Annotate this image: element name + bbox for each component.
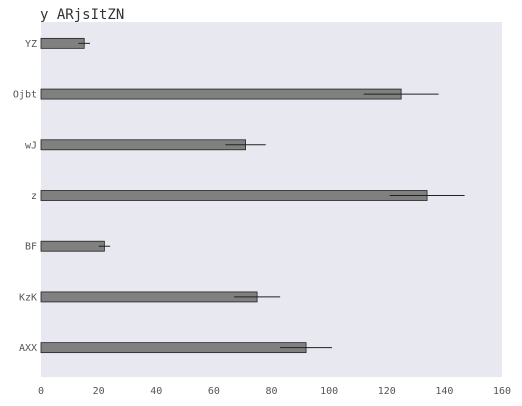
bar-BF (40, 240, 105, 252)
y-tick-label: KzK (19, 292, 37, 303)
x-tick-label: 40 (150, 386, 162, 397)
x-tick-label: 140 (435, 386, 453, 397)
x-tick-labels: 0 20 40 60 80 100 120 140 160 (38, 386, 511, 397)
bar-wJ (40, 139, 246, 151)
y-tick-label: wJ (25, 140, 37, 151)
bar-KzK (40, 291, 258, 303)
y-tick-label: BF (25, 242, 37, 253)
bar-AXX (40, 342, 307, 354)
x-tick-label: 100 (320, 386, 338, 397)
x-tick-label: 0 (38, 386, 44, 397)
x-tick-label: 120 (378, 386, 396, 397)
x-tick-label: 20 (93, 386, 105, 397)
bar-Ojbt (40, 88, 402, 100)
y-tick-label: YZ (25, 39, 37, 50)
errorbars-group (78, 42, 465, 349)
bar-YZ (40, 37, 85, 49)
x-tick-label: 80 (265, 386, 277, 397)
chart-title: y ARjsItZN (40, 7, 124, 23)
y-tick-label: Ojbt (13, 90, 37, 101)
y-tick-label: z (31, 191, 37, 202)
bar-z (40, 190, 428, 201)
x-tick-label: 60 (208, 386, 220, 397)
y-tick-labels: YZ Ojbt wJ z BF KzK AXX (13, 39, 37, 354)
y-tick-label: AXX (19, 343, 37, 354)
x-tick-label: 160 (493, 386, 511, 397)
